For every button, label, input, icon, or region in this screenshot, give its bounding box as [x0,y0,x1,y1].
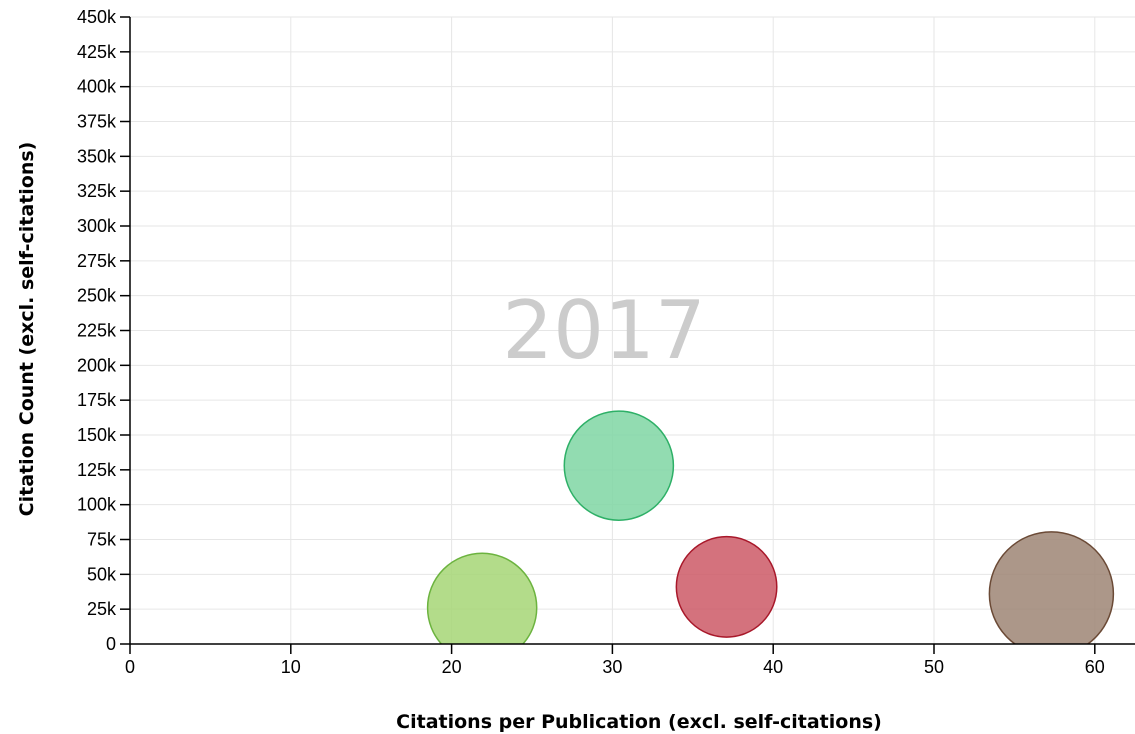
y-tick-label: 325k [77,181,117,201]
y-tick-label: 225k [77,321,117,341]
bubble[interactable] [675,535,778,638]
y-tick-label: 200k [77,355,117,375]
y-tick-label: 100k [77,495,117,515]
x-axis-title: Citations per Publication (excl. self-ci… [396,711,882,733]
y-tick-label: 75k [87,530,117,550]
x-tick-label: 0 [125,657,135,677]
tick-labels: 0 25k 50k 75k 100k 125k 150k 175k 200k 225k 250k 27… [77,7,1105,677]
x-tick-label: 20 [442,657,462,677]
x-tick-label: 40 [763,657,783,677]
x-tick-label: 10 [281,657,301,677]
y-tick-label: 175k [77,390,117,410]
y-tick-label: 425k [77,42,117,62]
x-tick-label: 50 [924,657,944,677]
y-tick-label: 275k [77,251,117,271]
y-tick-label: 350k [77,146,117,166]
y-tick-label: 375k [77,112,117,132]
year-watermark: 2017 [502,284,706,377]
y-tick-label: 50k [87,564,117,584]
y-tick-label: 125k [77,460,117,480]
y-axis-title: Citation Count (excl. self-citations) [16,142,38,517]
grid-lines [130,16,1135,644]
y-tick-label: 300k [77,216,117,236]
bubbles [426,410,1115,662]
bubble[interactable] [988,531,1115,656]
y-tick-label: 450k [77,7,117,27]
y-tick-label: 400k [77,77,117,97]
x-tick-label: 60 [1085,657,1105,677]
y-tick-label: 0 [106,634,116,654]
y-tick-label: 150k [77,425,117,445]
bubble[interactable] [563,410,675,521]
y-tick-label: 250k [77,286,117,306]
y-tick-label: 25k [87,599,117,619]
x-tick-label: 30 [602,657,622,677]
bubble[interactable] [426,552,538,662]
axes [120,16,1135,654]
